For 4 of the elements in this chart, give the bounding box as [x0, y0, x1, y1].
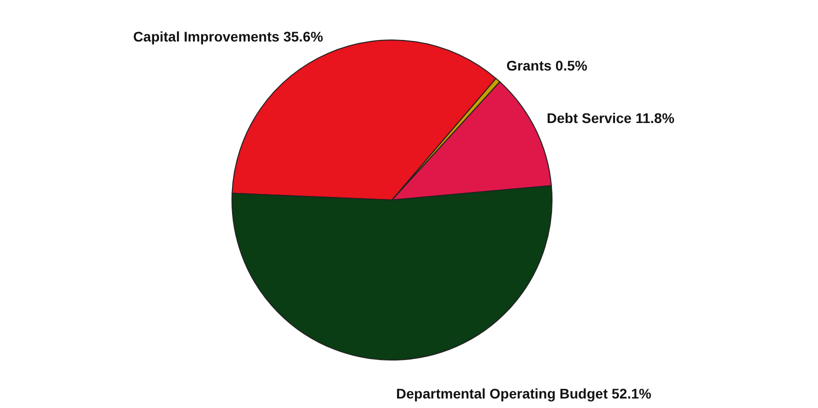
slice-label: Debt Service 11.8%: [546, 110, 675, 126]
slice-label: Grants 0.5%: [506, 58, 588, 74]
slice-label: Capital Improvements 35.6%: [133, 28, 324, 45]
slice-label: Departmental Operating Budget 52.1%: [396, 386, 652, 402]
